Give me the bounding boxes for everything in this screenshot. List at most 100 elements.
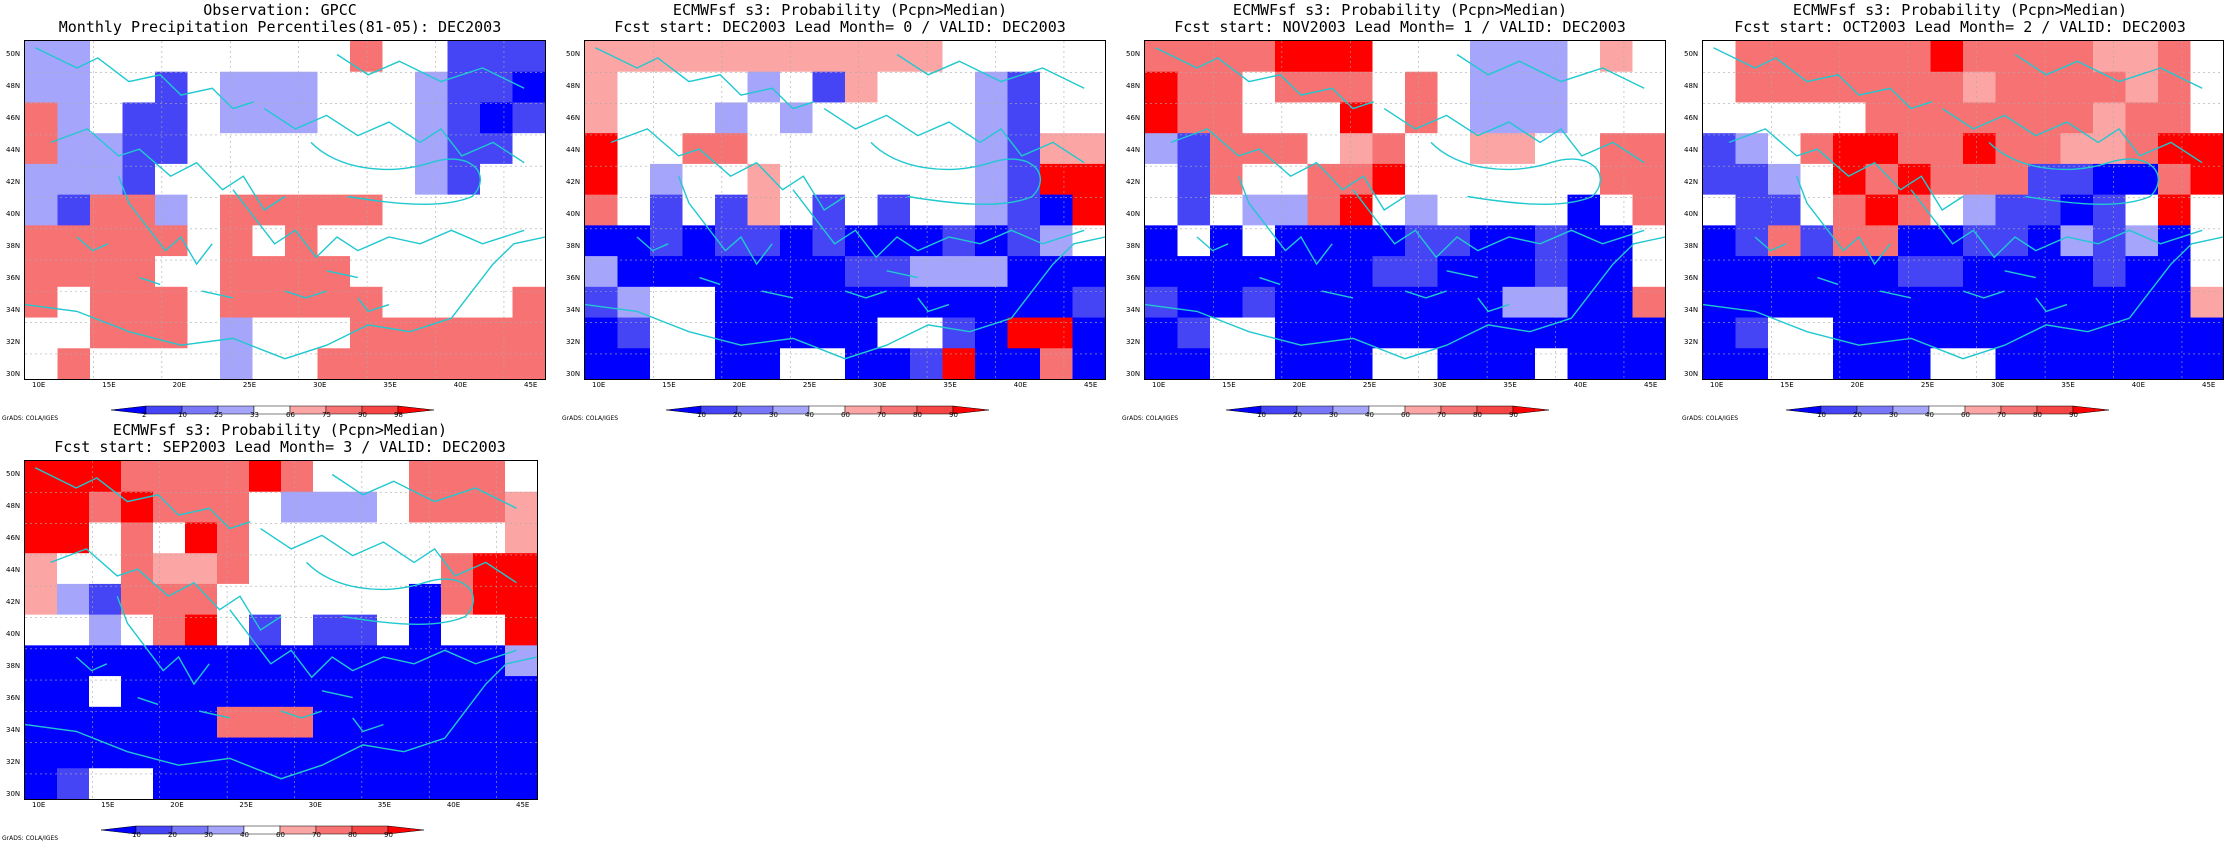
grid-cell bbox=[317, 163, 351, 196]
grid-cell bbox=[1275, 102, 1308, 134]
grid-cell bbox=[415, 194, 448, 226]
grid-cell bbox=[122, 41, 156, 73]
grid-cell bbox=[1963, 102, 1996, 134]
grid-cell bbox=[942, 286, 976, 319]
grid-cell bbox=[350, 102, 383, 134]
grid-cell bbox=[185, 676, 218, 708]
grid-cell bbox=[1963, 163, 1996, 196]
grid-cell bbox=[1405, 71, 1438, 103]
grid-cell bbox=[1242, 286, 1276, 319]
colorbar-segment bbox=[880, 405, 918, 415]
grid-cell bbox=[25, 737, 58, 769]
grid-cell bbox=[350, 71, 383, 103]
grid-cell bbox=[285, 102, 318, 134]
grid-cell bbox=[715, 286, 748, 319]
coastline bbox=[677, 175, 773, 266]
colorbar-segment bbox=[279, 825, 317, 835]
grid-cell bbox=[1632, 348, 1665, 379]
lat-tick-label: 42N bbox=[566, 178, 581, 186]
grid-cell bbox=[2028, 133, 2061, 165]
grid-cell bbox=[975, 163, 1008, 196]
probability-map bbox=[1144, 40, 1666, 380]
grid-cell bbox=[1437, 163, 1471, 196]
grid-cell bbox=[975, 194, 1008, 226]
lat-tick-label: 44N bbox=[1684, 146, 1699, 154]
grid-cell bbox=[1372, 348, 1406, 379]
grid-cell bbox=[2158, 194, 2191, 226]
colorbar-segment bbox=[2000, 405, 2038, 415]
grid-cell bbox=[845, 317, 878, 349]
grid-cell bbox=[480, 71, 513, 103]
grid-cell bbox=[585, 133, 618, 165]
grid-cell bbox=[1800, 256, 1834, 288]
grid-cell bbox=[650, 256, 683, 288]
map-panel-lead1: ECMWFsf s3: Probability (Pcpn>Median) Fc… bbox=[1120, 0, 1680, 422]
grid-cell bbox=[812, 256, 846, 288]
grid-cell bbox=[975, 41, 1008, 73]
grid-cell bbox=[812, 41, 846, 73]
grid-cell bbox=[25, 553, 58, 585]
grid-cell bbox=[942, 194, 976, 226]
grid-cell bbox=[505, 614, 537, 646]
grid-cell bbox=[1007, 71, 1041, 103]
grid-cell bbox=[281, 553, 314, 585]
grid-cell bbox=[281, 676, 314, 708]
grid-cell bbox=[1372, 102, 1406, 134]
grid-cell bbox=[441, 491, 474, 523]
grid-cell bbox=[473, 645, 506, 677]
grid-cell bbox=[2093, 286, 2126, 319]
grid-cell bbox=[57, 102, 91, 134]
grid-cell bbox=[382, 256, 416, 288]
lon-tick-label: 10E bbox=[32, 381, 46, 389]
colorbar-tick-label: 40 bbox=[240, 831, 249, 839]
grid-cell bbox=[313, 614, 346, 646]
lon-tick-label: 25E bbox=[1920, 381, 1935, 389]
grid-cell bbox=[910, 102, 943, 134]
coastline bbox=[1570, 236, 1665, 319]
grid-cell bbox=[1340, 286, 1373, 319]
grid-cell bbox=[1470, 41, 1503, 73]
coastline bbox=[25, 303, 452, 360]
grid-cell bbox=[153, 491, 186, 523]
grid-cell bbox=[975, 225, 1008, 257]
grid-cell bbox=[1865, 225, 1899, 257]
grads-credit: GrADS: COLA/IGES bbox=[2, 415, 59, 422]
coastline bbox=[1703, 303, 2130, 360]
grid-cell bbox=[2190, 317, 2223, 349]
grid-cell bbox=[845, 286, 878, 319]
lon-tick-label: 25E bbox=[239, 801, 253, 809]
grid-cell bbox=[2060, 194, 2094, 226]
grid-cell bbox=[155, 286, 188, 319]
grid-cell bbox=[480, 41, 513, 73]
grid-cell bbox=[747, 225, 781, 257]
lon-tick-label: 10E bbox=[592, 381, 606, 389]
colorbar-segment bbox=[1332, 405, 1370, 415]
grid-cell bbox=[122, 348, 156, 379]
colorbar-segment bbox=[351, 825, 389, 835]
colorbar-tick-label: 40 bbox=[1365, 411, 1374, 419]
grid-cell bbox=[185, 522, 218, 554]
grid-cell bbox=[89, 645, 122, 677]
grid-cell bbox=[845, 163, 878, 196]
grid-cell bbox=[1242, 225, 1276, 257]
grid-cell bbox=[812, 133, 846, 165]
grid-cell bbox=[650, 286, 683, 319]
grid-cell bbox=[2158, 133, 2191, 165]
grid-cell bbox=[2190, 286, 2223, 319]
grid-cell bbox=[220, 41, 253, 73]
grid-cell bbox=[377, 491, 410, 523]
grid-cell bbox=[2190, 133, 2223, 165]
grid-cell bbox=[780, 133, 813, 165]
coastline bbox=[1795, 175, 1891, 266]
grid-cell bbox=[512, 194, 545, 226]
lat-tick-label: 44N bbox=[6, 146, 21, 154]
grid-cell bbox=[1307, 102, 1341, 134]
coastline bbox=[823, 108, 1085, 164]
colorbar-tick-label: 40 bbox=[805, 411, 814, 419]
lat-tick-label: 34N bbox=[566, 306, 581, 314]
lat-tick-label: 46N bbox=[1126, 114, 1141, 122]
grid-cell bbox=[1535, 286, 1568, 319]
grid-cell bbox=[281, 737, 314, 769]
grid-cell bbox=[910, 71, 943, 103]
grid-cell bbox=[942, 41, 976, 73]
